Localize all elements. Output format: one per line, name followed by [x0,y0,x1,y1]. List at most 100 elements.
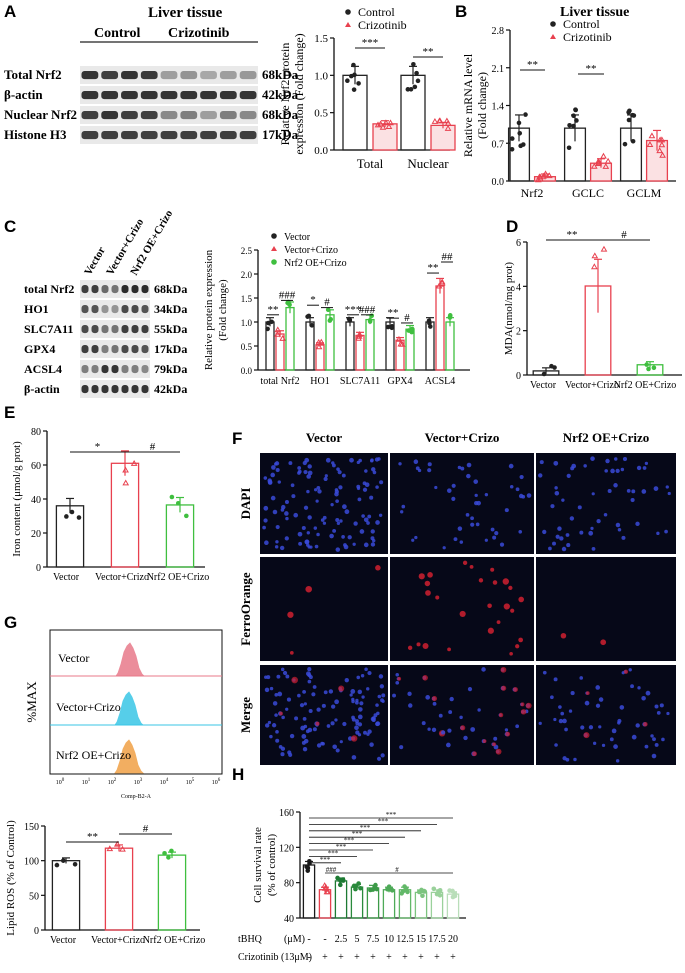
data-point [175,500,181,506]
blot-a-row-band [101,91,119,100]
blot-a-row-band [140,71,158,80]
data-point [571,123,576,129]
flow-histogram [115,642,145,677]
nucleus [636,465,642,471]
nucleus [267,478,272,483]
data-point [54,862,60,868]
data-point [279,334,287,341]
bar [425,321,435,371]
blot-a-row-band [101,131,119,140]
nucleus [339,519,343,523]
nucleus [666,711,670,716]
blot-a-row-band [121,71,138,80]
ferro-signal [279,711,283,716]
nucleus [615,468,620,474]
nucleus [431,727,437,733]
nucleus [325,457,331,463]
ferro-signal [643,722,648,727]
significance-label: ** [586,63,597,75]
data-point [595,160,602,166]
blot-row-label: Histone H3 [4,127,67,142]
legend-label: Control [358,5,395,19]
ferro-signal [435,595,440,600]
nucleus [357,722,363,727]
nucleus [317,489,322,494]
nucleus [614,457,618,461]
ferro-signal [375,565,381,571]
x-tick-label: GPX4 [387,376,412,387]
nucleus [620,467,625,472]
blot-c-row-band [121,305,129,314]
nucleus [628,668,632,672]
blot-a-row-band [121,91,138,100]
bar [325,314,335,371]
nucleus [275,468,280,473]
bar [350,886,364,919]
nucleus [613,744,618,749]
nucleus [375,703,379,707]
microscopy-grid: Vector Vector+Crizo Nrf2 OE+Crizo DAPI Ferro… [238,430,676,765]
data-point [600,245,608,252]
data-point [435,282,443,289]
blot-a-row-band [121,111,138,120]
data-point [412,84,418,90]
nucleus [303,469,308,475]
microscopy-column-label: Nrf2 OE+Crizo [563,430,649,445]
data-point [626,117,632,123]
nucleus [374,457,380,462]
blot-a-row-band [219,111,237,120]
y-tick-label: 60 [31,461,41,472]
nucleus [398,462,402,466]
nucleus [323,476,328,482]
flow-x-tick: 104 [160,778,169,786]
data-point [64,514,69,519]
nucleus [274,461,280,466]
data-point [309,323,315,328]
nucleus [408,703,413,708]
crizotinib-value: + [450,952,456,963]
crizotinib-value: + [338,952,344,963]
microscopy-row-label: FerroOrange [238,572,253,646]
nucleus [344,677,349,683]
nucleus [499,542,505,547]
nucleus [566,543,571,548]
data-point [434,891,440,897]
nucleus [343,544,349,550]
nucleus [354,725,359,731]
y-label-line: (% of control) [266,834,278,897]
y-tick-label: 160 [279,808,294,819]
chart-g: 0 50 100 150 Lipid ROS (% of Control) Vector V… [5,820,205,946]
data-point [367,319,373,324]
blot-c-row-band [121,285,129,294]
ferro-signal [291,676,298,684]
blot-a-row-band [101,111,119,120]
data-point [411,61,416,67]
nucleus [297,469,302,474]
panel-label-e: E [4,403,15,422]
nucleus [475,522,480,527]
ferro-signal [513,687,518,692]
nucleus [275,540,279,544]
y-axis-label: Lipid ROS (% of Control) [5,820,17,936]
data-point [398,340,406,347]
blot-title-a: Liver tissue [148,5,223,21]
flow-track-label: Vector+Crizo [56,700,121,714]
panel-label-c: C [4,217,16,236]
data-point [436,117,443,124]
y-label-line: (Fold change) [475,72,489,139]
nucleus [375,721,380,727]
x-tick-label: ACSL4 [425,376,456,387]
nucleus [579,676,584,680]
nucleus [642,466,647,470]
blot-a-row-band [180,91,198,100]
data-point [590,263,598,270]
nucleus [446,488,452,493]
nucleus [651,753,657,759]
panel-label-f: F [232,429,242,448]
nucleus [598,725,602,729]
data-point [405,889,410,895]
blot-a-row-band [160,91,178,100]
blot-a-row-band [200,91,217,100]
panel-label-a: A [4,2,16,21]
nucleus [302,689,306,694]
